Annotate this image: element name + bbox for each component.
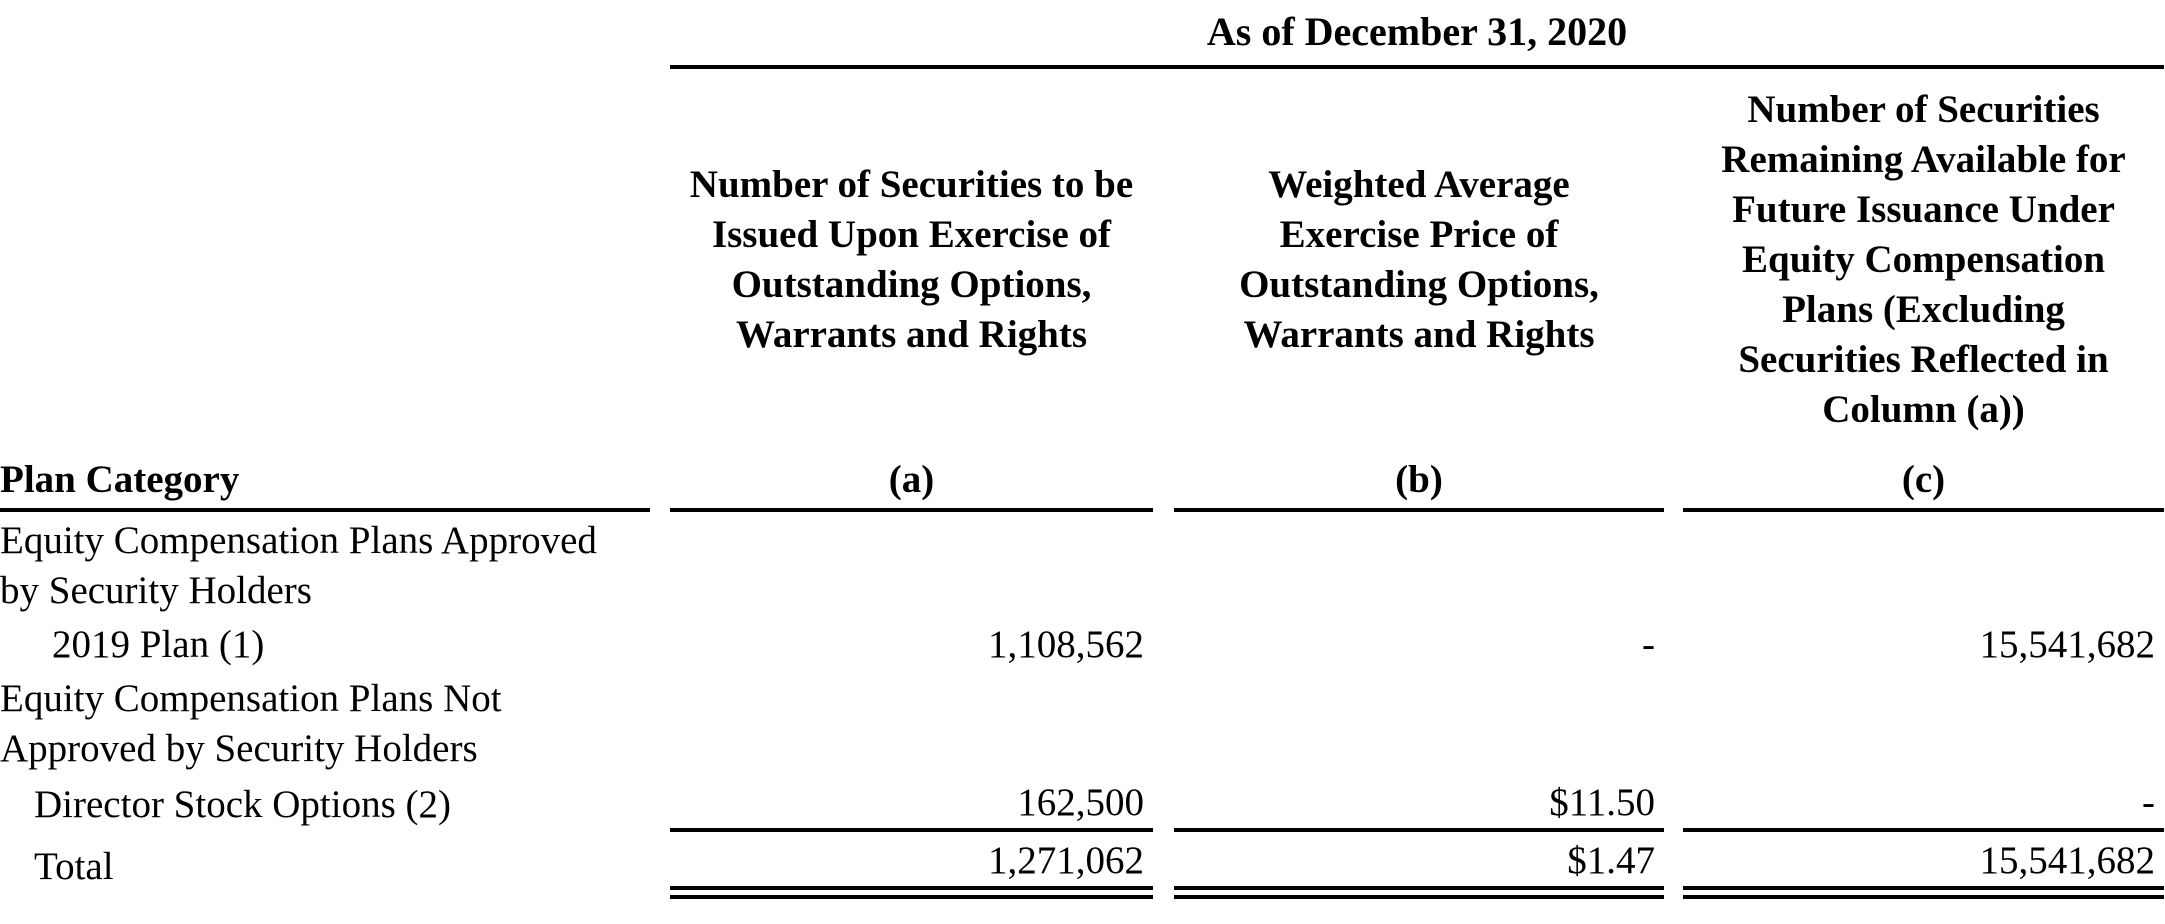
- value-b-cell: $1.47: [1174, 829, 1664, 899]
- table-row-total: Total 1,271,062 $1.47 15,541,682: [0, 829, 2165, 899]
- row-label: Equity Compensation Plans Approved by Se…: [0, 519, 597, 613]
- value-c-cell: [1683, 670, 2164, 774]
- table-row-group-header: As of December 31, 2020: [0, 6, 2165, 70]
- empty-cell: [650, 6, 670, 67]
- value-c-cell: -: [1683, 773, 2165, 832]
- empty-cell: [1664, 67, 1683, 454]
- empty-cell: [650, 510, 670, 616]
- empty-cell: [0, 67, 650, 454]
- row-label: Equity Compensation Plans Not Approved b…: [0, 677, 502, 771]
- row-label: 2019 Plan (1): [52, 623, 265, 667]
- empty-cell: [650, 830, 670, 892]
- table-row: Director Stock Options (2) 162,500 $11.5…: [0, 773, 2165, 832]
- column-header-b: Weighted Average Exercise Price of Outst…: [1174, 67, 1664, 454]
- group-header-as-of-date: As of December 31, 2020: [670, 6, 2165, 70]
- empty-cell: [650, 774, 670, 830]
- value-a-cell: [670, 670, 1153, 774]
- empty-cell: [1153, 616, 1174, 670]
- empty-cell: [1153, 774, 1174, 830]
- empty-cell: [1153, 510, 1174, 616]
- empty-cell: [650, 67, 670, 454]
- column-header-a: Number of Securities to be Issued Upon E…: [670, 67, 1153, 454]
- empty-cell: [1664, 510, 1683, 616]
- empty-cell: [1153, 670, 1174, 774]
- column-header-b-text: Weighted Average Exercise Price of Outst…: [1239, 163, 1599, 356]
- row-label: Director Stock Options (2): [34, 782, 452, 826]
- column-header-c: Number of Securities Remaining Available…: [1683, 67, 2164, 454]
- empty-cell: [650, 670, 670, 774]
- empty-cell: [650, 616, 670, 670]
- column-letter-a: (a): [670, 454, 1153, 513]
- value-a-cell: 1,108,562: [988, 623, 1144, 667]
- empty-cell: [1664, 455, 1683, 511]
- value-c-cell: [1683, 510, 2164, 616]
- value-b-cell: [1174, 670, 1664, 774]
- equity-compensation-table-document: As of December 31, 2020 Number of Securi…: [0, 6, 2165, 899]
- column-header-c-text: Number of Securities Remaining Available…: [1721, 88, 2126, 431]
- column-letter-b: (b): [1174, 454, 1664, 513]
- row-label: Total: [34, 845, 114, 889]
- empty-cell: [1664, 616, 1683, 670]
- empty-cell: [1664, 670, 1683, 774]
- empty-cell: [1664, 830, 1683, 892]
- value-b-cell: $11.50: [1174, 773, 1664, 832]
- table-row-column-letters: Plan Category (a) (b) (c): [0, 454, 2165, 513]
- value-b-cell: [1174, 510, 1664, 616]
- table-row: 2019 Plan (1) 1,108,562 - 15,541,682: [0, 616, 2164, 670]
- value-a-cell: 162,500: [670, 773, 1153, 832]
- table-row: Equity Compensation Plans Not Approved b…: [0, 670, 2164, 774]
- table-row: Equity Compensation Plans Approved by Se…: [0, 510, 2164, 616]
- empty-cell: [0, 6, 650, 67]
- value-a-cell: 1,271,062: [670, 829, 1153, 899]
- empty-cell: [1153, 455, 1174, 511]
- empty-cell: [650, 455, 670, 511]
- empty-cell: [1153, 830, 1174, 892]
- column-letter-c: (c): [1683, 454, 2165, 513]
- column-header-a-text: Number of Securities to be Issued Upon E…: [689, 163, 1134, 356]
- value-c-cell: 15,541,682: [1979, 623, 2156, 667]
- plan-category-header: Plan Category: [0, 454, 650, 513]
- table-row-column-headers: Number of Securities to be Issued Upon E…: [0, 67, 2164, 454]
- value-b-cell: -: [1642, 623, 1655, 667]
- equity-compensation-table: As of December 31, 2020 Number of Securi…: [0, 6, 2165, 899]
- empty-cell: [1664, 774, 1683, 830]
- empty-cell: [1153, 67, 1174, 454]
- value-c-cell: 15,541,682: [1683, 829, 2165, 899]
- value-a-cell: [670, 510, 1153, 616]
